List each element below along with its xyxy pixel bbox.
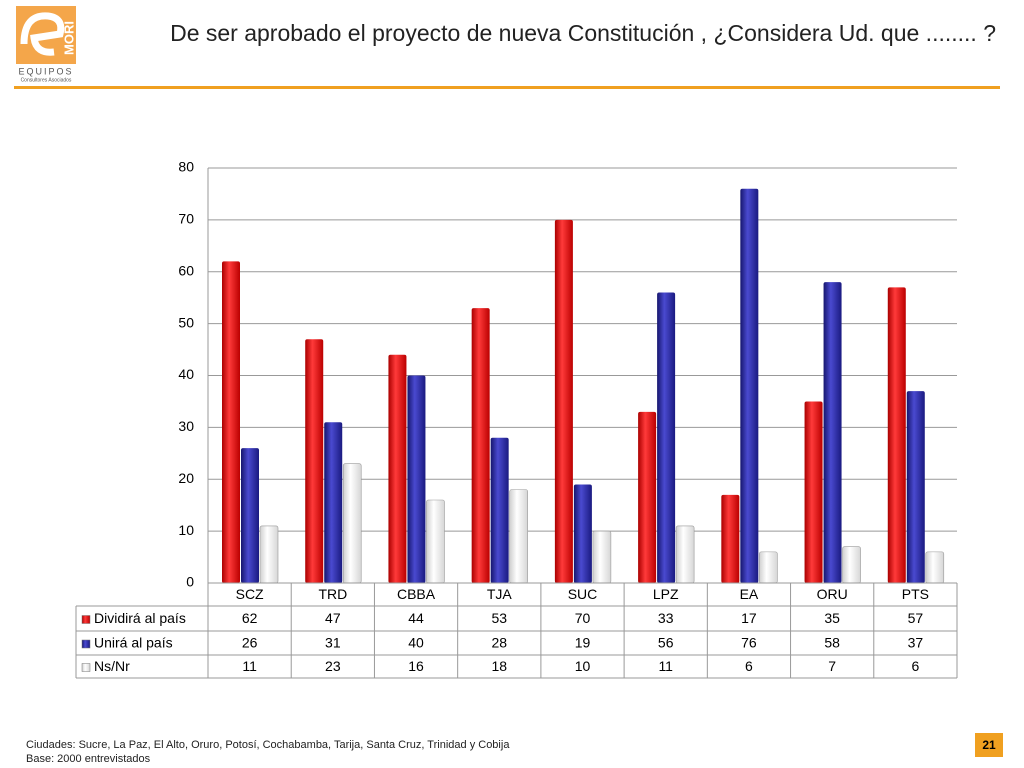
footnotes: Ciudades: Sucre, La Paz, El Alto, Oruro,… bbox=[26, 738, 509, 766]
legend-label: Ns/Nr bbox=[94, 658, 130, 674]
y-tick-label: 40 bbox=[178, 366, 194, 382]
table-value: 44 bbox=[408, 610, 424, 626]
footnote: Base: 2000 entrevistados bbox=[26, 753, 151, 765]
x-tick-label: LPZ bbox=[653, 586, 679, 602]
logo-name: EQUIPOS bbox=[18, 66, 73, 76]
logo-e bbox=[20, 12, 65, 56]
bar bbox=[554, 219, 573, 583]
bar bbox=[324, 422, 343, 583]
table-value: 11 bbox=[242, 658, 257, 674]
bar bbox=[471, 308, 490, 583]
bar bbox=[906, 391, 925, 583]
table-value: 26 bbox=[242, 635, 258, 651]
table-value: 40 bbox=[408, 635, 424, 651]
x-tick-label: SUC bbox=[568, 586, 598, 602]
table-value: 31 bbox=[325, 635, 341, 651]
table-value: 37 bbox=[908, 635, 924, 651]
table-value: 57 bbox=[908, 610, 924, 626]
bar bbox=[842, 546, 861, 584]
table-value: 28 bbox=[491, 635, 507, 651]
x-tick-label: EA bbox=[740, 586, 759, 602]
y-tick-label: 30 bbox=[178, 418, 194, 434]
bar bbox=[675, 525, 695, 584]
table-value: 11 bbox=[658, 658, 673, 674]
bar bbox=[638, 411, 657, 583]
x-tick-label: TRD bbox=[318, 586, 347, 602]
x-tick-label: PTS bbox=[902, 586, 929, 602]
y-tick-label: 10 bbox=[178, 522, 194, 538]
bar bbox=[592, 530, 612, 584]
legend-swatch bbox=[81, 615, 91, 624]
table-value: 53 bbox=[491, 610, 507, 626]
x-tick-label: CBBA bbox=[397, 586, 436, 602]
bar bbox=[804, 401, 823, 583]
table-value: 70 bbox=[575, 610, 591, 626]
table-value: 19 bbox=[575, 635, 591, 651]
bar bbox=[721, 494, 740, 583]
table-value: 33 bbox=[658, 610, 674, 626]
table-value: 16 bbox=[408, 658, 424, 674]
y-tick-label: 50 bbox=[178, 314, 194, 330]
bar bbox=[222, 261, 240, 583]
bar bbox=[342, 463, 362, 584]
y-tick-label: 60 bbox=[178, 262, 194, 278]
table-value: 6 bbox=[911, 658, 919, 674]
table-value: 18 bbox=[491, 658, 507, 674]
title: De ser aprobado el proyecto de nueva Con… bbox=[170, 20, 996, 46]
bar bbox=[259, 525, 279, 584]
table-value: 7 bbox=[828, 658, 836, 674]
y-tick-label: 70 bbox=[178, 211, 194, 227]
bar bbox=[509, 489, 528, 584]
bar bbox=[426, 499, 445, 584]
table-value: 76 bbox=[741, 635, 757, 651]
bar bbox=[388, 354, 407, 583]
bar bbox=[759, 551, 778, 584]
bar bbox=[740, 188, 759, 583]
bar bbox=[490, 437, 509, 583]
page-number: 21 bbox=[975, 733, 1003, 757]
table-value: 47 bbox=[325, 610, 341, 626]
bar bbox=[657, 292, 676, 583]
table-value: 6 bbox=[745, 658, 753, 674]
x-tick-label: TJA bbox=[487, 586, 513, 602]
table-value: 56 bbox=[658, 635, 674, 651]
bar bbox=[925, 551, 945, 584]
table-value: 23 bbox=[325, 658, 341, 674]
logo: MORI EQUIPOS Consultores Asociados bbox=[16, 6, 76, 83]
table-value: 17 bbox=[741, 610, 757, 626]
legend-label: Unirá al país bbox=[94, 635, 173, 651]
legend-label: Dividirá al país bbox=[94, 610, 186, 626]
y-tick-label: 20 bbox=[178, 470, 194, 486]
table-value: 10 bbox=[575, 658, 591, 674]
logo-brand: MORI bbox=[61, 21, 76, 55]
bar bbox=[573, 484, 592, 583]
legend-swatch bbox=[81, 663, 91, 672]
logo-tagline: Consultores Asociados bbox=[21, 77, 72, 83]
bar bbox=[407, 375, 426, 583]
table-value: 58 bbox=[824, 635, 840, 651]
header-rule bbox=[14, 86, 1000, 89]
bar bbox=[241, 448, 259, 583]
bar bbox=[305, 339, 324, 583]
x-tick-label: SCZ bbox=[236, 586, 264, 602]
x-tick-label: ORU bbox=[817, 586, 848, 602]
y-tick-label: 0 bbox=[186, 574, 194, 590]
bar bbox=[887, 287, 906, 583]
table-value: 62 bbox=[242, 610, 258, 626]
legend-swatch bbox=[81, 639, 91, 649]
bar bbox=[823, 282, 842, 583]
footnote: Ciudades: Sucre, La Paz, El Alto, Oruro,… bbox=[26, 739, 510, 751]
table-value: 35 bbox=[824, 610, 840, 626]
y-tick-label: 80 bbox=[178, 159, 194, 175]
